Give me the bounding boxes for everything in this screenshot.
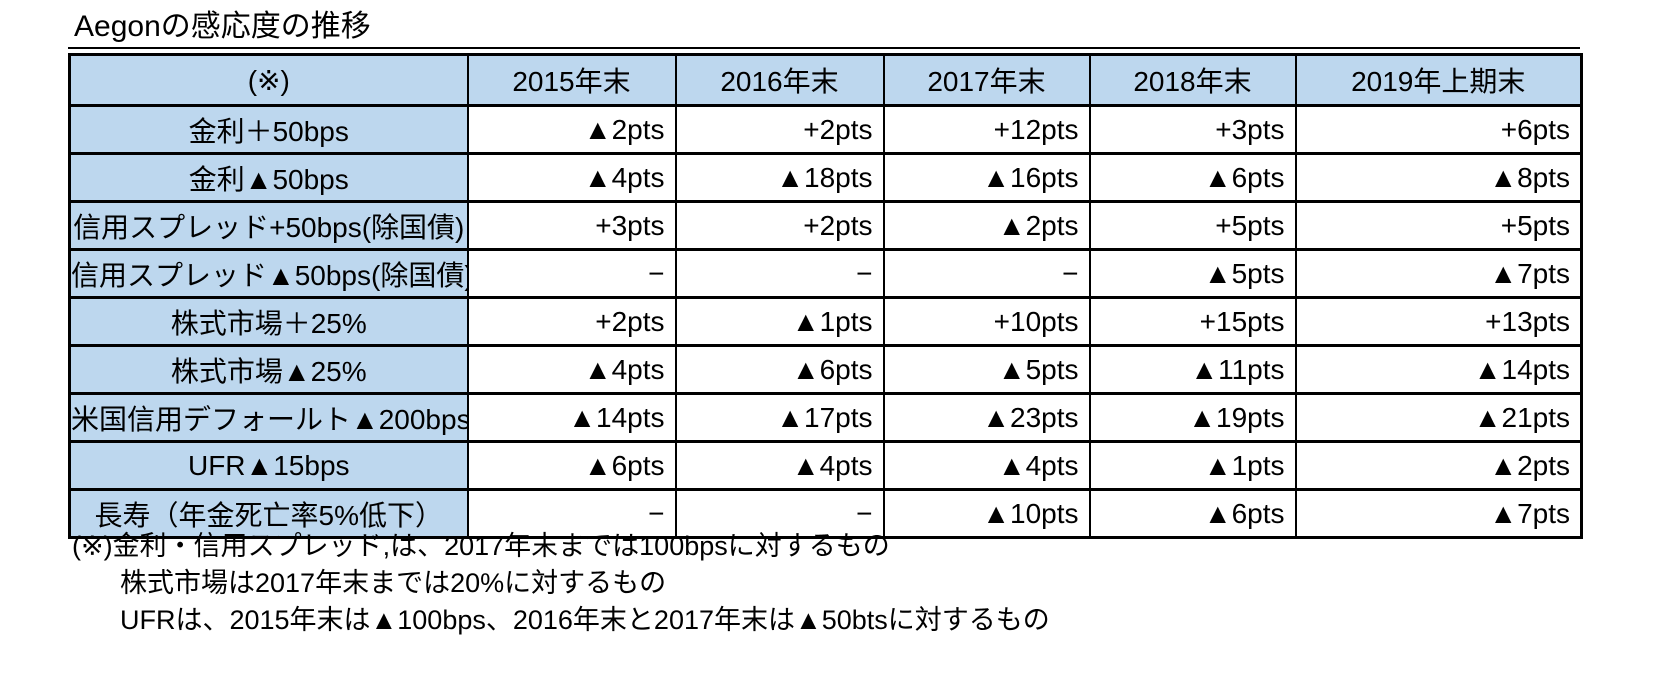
value-cell: ▲4pts	[882, 440, 1091, 491]
value-cell: ▲4pts	[466, 344, 677, 395]
table-row: 米国信用デフォールト▲200bps ▲14pts ▲17pts ▲23pts ▲19pt…	[68, 392, 1583, 443]
value-cell: +2pts	[674, 200, 885, 251]
value-cell: +2pts	[674, 104, 885, 155]
row-label: 株式市場▲25%	[68, 344, 469, 395]
value-cell: +3pts	[466, 200, 677, 251]
value-cell: +3pts	[1088, 104, 1297, 155]
value-cell: +5pts	[1294, 200, 1583, 251]
row-label: 金利▲50bps	[68, 152, 469, 203]
value-cell: ▲14pts	[1294, 344, 1583, 395]
row-label: 米国信用デフォールト▲200bps	[68, 392, 469, 443]
value-cell: −	[674, 248, 885, 299]
value-cell: −	[882, 248, 1091, 299]
value-cell: ▲1pts	[674, 296, 885, 347]
header-cell-2018: 2018年末	[1088, 53, 1297, 107]
value-cell: ▲6pts	[1088, 488, 1297, 539]
value-cell: +2pts	[466, 296, 677, 347]
value-cell: ▲6pts	[466, 440, 677, 491]
value-cell: +13pts	[1294, 296, 1583, 347]
value-cell: ▲16pts	[882, 152, 1091, 203]
value-cell: ▲14pts	[466, 392, 677, 443]
header-cell-2016: 2016年末	[674, 53, 885, 107]
value-cell: ▲21pts	[1294, 392, 1583, 443]
value-cell: ▲23pts	[882, 392, 1091, 443]
value-cell: ▲7pts	[1294, 488, 1583, 539]
value-cell: ▲10pts	[882, 488, 1091, 539]
value-cell: ▲17pts	[674, 392, 885, 443]
page-title: Aegonの感応度の推移	[74, 10, 371, 43]
row-label: 株式市場＋25%	[68, 296, 469, 347]
table-row: 株式市場＋25% +2pts ▲1pts +10pts +15pts +13pts	[68, 296, 1583, 347]
value-cell: ▲11pts	[1088, 344, 1297, 395]
value-cell: ▲18pts	[674, 152, 885, 203]
sensitivity-table: (※) 2015年末 2016年末 2017年末 2018年末 2019年上期末…	[68, 53, 1583, 539]
table-row: 株式市場▲25% ▲4pts ▲6pts ▲5pts ▲11pts ▲14pts	[68, 344, 1583, 395]
value-cell: +12pts	[882, 104, 1091, 155]
value-cell: −	[466, 248, 677, 299]
header-cell-note: (※)	[68, 53, 469, 107]
row-label: 信用スプレッド+50bps(除国債)	[68, 200, 469, 251]
header-cell-2015: 2015年末	[466, 53, 677, 107]
row-label: UFR▲15bps	[68, 440, 469, 491]
footnotes: (※)金利・信用スプレッド,は、2017年末までは100bpsに対するもの株式市…	[72, 528, 1050, 639]
table-body: 金利＋50bps ▲2pts +2pts +12pts +3pts +6pts 金利▲50b…	[68, 104, 1583, 539]
table-row: 信用スプレッド▲50bps(除国債) − − − ▲5pts ▲7pts	[68, 248, 1583, 299]
title-underline	[68, 47, 1580, 49]
value-cell: ▲4pts	[674, 440, 885, 491]
value-cell: ▲5pts	[1088, 248, 1297, 299]
table-row: 信用スプレッド+50bps(除国債) +3pts +2pts ▲2pts +5pts +5…	[68, 200, 1583, 251]
row-label: 信用スプレッド▲50bps(除国債)	[68, 248, 469, 299]
value-cell: +6pts	[1294, 104, 1583, 155]
header-row: (※) 2015年末 2016年末 2017年末 2018年末 2019年上期末	[68, 53, 1583, 107]
value-cell: +5pts	[1088, 200, 1297, 251]
table-row: 金利▲50bps ▲4pts ▲18pts ▲16pts ▲6pts ▲8pts	[68, 152, 1583, 203]
footnote-line: 株式市場は2017年末までは20%に対するもの	[120, 568, 667, 598]
value-cell: ▲6pts	[674, 344, 885, 395]
value-cell: ▲1pts	[1088, 440, 1297, 491]
row-label: 長寿（年金死亡率5%低下）	[68, 488, 469, 539]
table-row: 金利＋50bps ▲2pts +2pts +12pts +3pts +6pts	[68, 104, 1583, 155]
footnote-line: (※)金利・信用スプレッド,は、2017年末までは100bpsに対するもの	[72, 531, 890, 561]
row-label: 金利＋50bps	[68, 104, 469, 155]
value-cell: ▲5pts	[882, 344, 1091, 395]
table-row: 長寿（年金死亡率5%低下） − − ▲10pts ▲6pts ▲7pts	[68, 488, 1583, 539]
value-cell: −	[466, 488, 677, 539]
value-cell: ▲4pts	[466, 152, 677, 203]
header-cell-2017: 2017年末	[882, 53, 1091, 107]
value-cell: ▲6pts	[1088, 152, 1297, 203]
footnote-line: UFRは、2015年末は▲100bps、2016年末と2017年末は▲50bts…	[120, 605, 1050, 635]
value-cell: −	[674, 488, 885, 539]
value-cell: ▲2pts	[1294, 440, 1583, 491]
value-cell: ▲8pts	[1294, 152, 1583, 203]
value-cell: ▲2pts	[466, 104, 677, 155]
table-row: UFR▲15bps ▲6pts ▲4pts ▲4pts ▲1pts ▲2pts	[68, 440, 1583, 491]
value-cell: +10pts	[882, 296, 1091, 347]
header-cell-2019h1: 2019年上期末	[1294, 53, 1583, 107]
value-cell: +15pts	[1088, 296, 1297, 347]
value-cell: ▲7pts	[1294, 248, 1583, 299]
value-cell: ▲19pts	[1088, 392, 1297, 443]
value-cell: ▲2pts	[882, 200, 1091, 251]
